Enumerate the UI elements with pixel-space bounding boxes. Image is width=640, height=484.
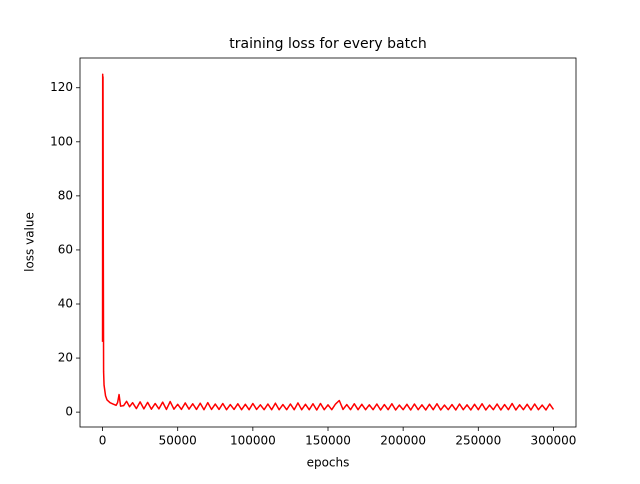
y-axis-label: loss value <box>23 212 37 272</box>
y-tick-label: 60 <box>58 242 73 256</box>
y-tick-label: 40 <box>58 297 73 311</box>
y-tick-label: 120 <box>50 80 73 94</box>
y-tick-label: 20 <box>58 351 73 365</box>
y-tick-label: 100 <box>50 134 73 148</box>
chart-title: training loss for every batch <box>229 36 426 52</box>
x-tick-label: 100000 <box>230 434 276 448</box>
loss-line <box>101 73 555 411</box>
plot-frame <box>79 57 577 428</box>
x-tick-label: 0 <box>99 434 107 448</box>
x-tick-label: 250000 <box>455 434 501 448</box>
x-tick-label: 150000 <box>305 434 351 448</box>
x-tick-label: 300000 <box>531 434 577 448</box>
x-tick-label: 200000 <box>380 434 426 448</box>
x-tick-label: 50000 <box>159 434 197 448</box>
y-tick-label: 0 <box>65 405 73 419</box>
x-axis-label: epochs <box>307 456 350 470</box>
y-tick-label: 80 <box>58 188 73 202</box>
